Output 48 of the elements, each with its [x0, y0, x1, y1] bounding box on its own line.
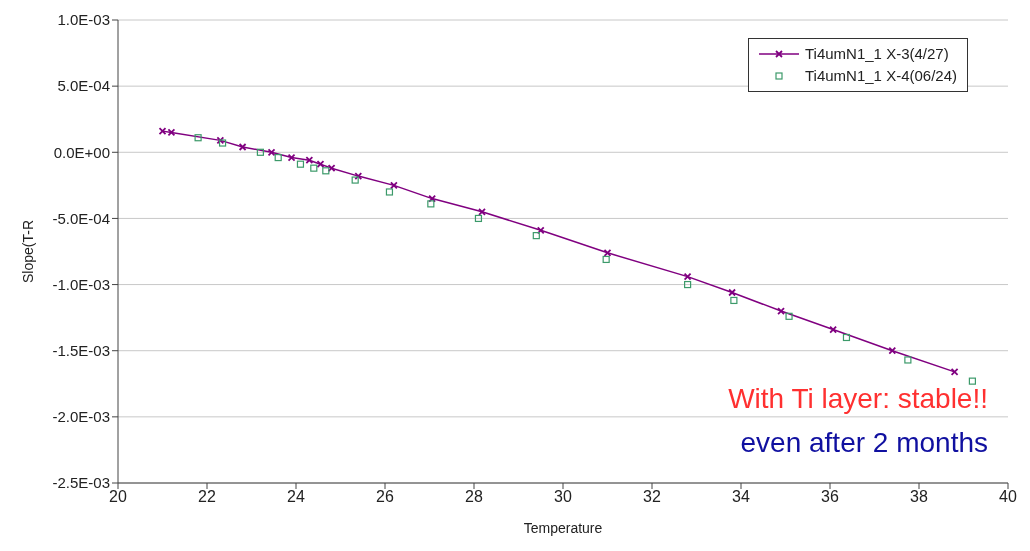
x-tick-label: 38 [910, 488, 928, 506]
point [274, 153, 282, 162]
point [842, 333, 851, 342]
point [684, 280, 692, 289]
y-tick-label: 5.0E-04 [57, 77, 110, 95]
point [296, 160, 305, 168]
x-tick-label: 40 [999, 488, 1017, 506]
y-tick-label: 0.0E+00 [53, 143, 110, 161]
point [474, 214, 483, 223]
point [256, 148, 264, 156]
y-tick-label: -5.0E-04 [52, 209, 110, 227]
point [683, 272, 692, 281]
point [532, 232, 540, 240]
point [602, 255, 610, 264]
x-tick-label: 36 [821, 488, 839, 506]
x-tick-label: 20 [109, 488, 127, 506]
point [904, 356, 912, 364]
y-tick-label: 1.0E-03 [57, 11, 110, 29]
legend-label: Ti4umN1_1 X-4(06/24) [804, 66, 957, 86]
x-tick-label: 28 [465, 488, 483, 506]
point [777, 307, 785, 315]
point [322, 167, 330, 175]
x-tick-label: 24 [287, 488, 305, 506]
point [785, 312, 793, 320]
y-tick-label: -1.5E-03 [52, 342, 110, 360]
point [385, 188, 394, 196]
annotation: With Ti layer: stable!! [728, 383, 988, 415]
y-axis-title: Slope(T-R [19, 219, 36, 284]
x-tick-label: 34 [732, 488, 750, 506]
point [310, 164, 318, 172]
point [267, 148, 276, 157]
x-tick-label: 22 [198, 488, 216, 506]
point [194, 134, 202, 142]
point [730, 296, 738, 305]
annotation: even after 2 months [740, 427, 988, 459]
point [351, 176, 359, 184]
y-tick-label: -1.0E-03 [52, 275, 110, 293]
x-tick-label: 32 [643, 488, 661, 506]
point [287, 153, 296, 162]
legend-label: Ti4umN1_1 X-3(4/27) [804, 44, 949, 64]
point [478, 207, 486, 216]
y-tick-label: -2.0E-03 [52, 408, 110, 426]
point [427, 200, 435, 208]
x-tick-label: 30 [554, 488, 572, 506]
x-tick-label: 26 [376, 488, 394, 506]
x-axis-title: Temperature [523, 520, 603, 536]
y-tick-label: -2.5E-03 [52, 474, 110, 492]
point [968, 377, 976, 385]
